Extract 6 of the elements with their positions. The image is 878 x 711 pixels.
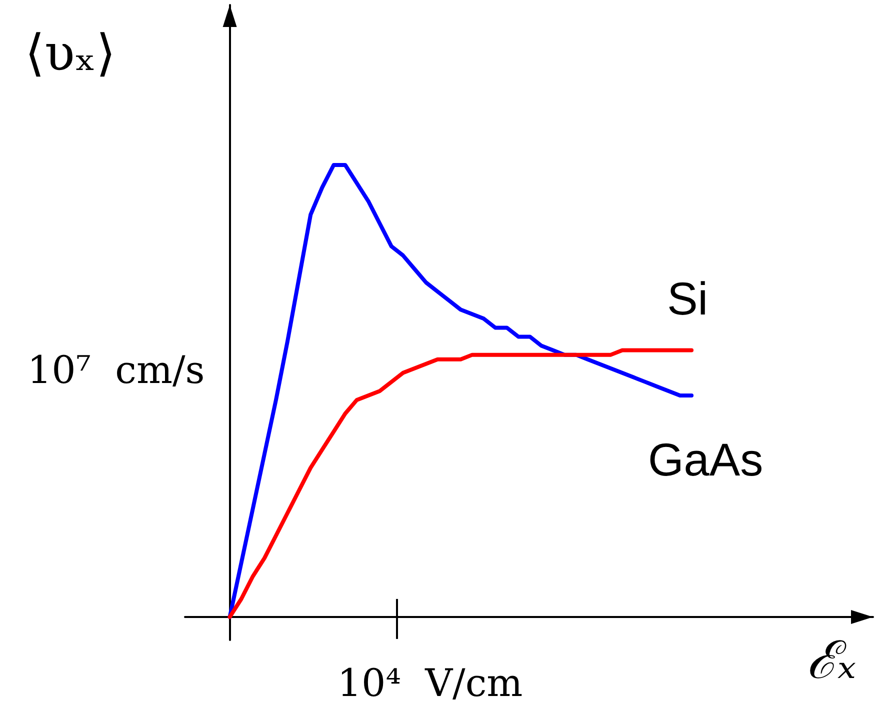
series-label: GaAs [648,433,764,486]
y-axis-title: ⟨υₓ⟩ [25,24,116,82]
x-axis-title: ℰₓ [806,631,856,691]
series-label: Si [667,272,708,324]
text: 10⁷ cm/s [27,348,205,392]
text: 10⁴ V/cm [337,660,523,705]
